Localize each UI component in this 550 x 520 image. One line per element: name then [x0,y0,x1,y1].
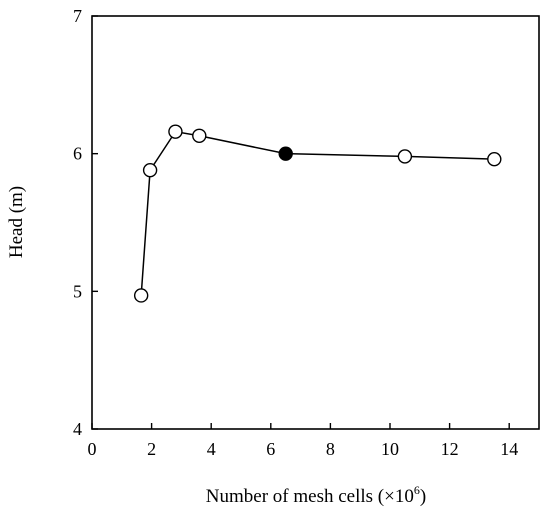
x-tick-label: 6 [266,439,275,459]
x-tick-label: 14 [500,439,518,459]
data-point-selected [278,146,293,161]
series-line [140,130,495,296]
x-axis-title-exponent: 6 [414,483,420,497]
x-tick-label: 12 [441,439,459,459]
x-axis-title-close: ) [420,486,426,507]
series-layer [133,124,502,303]
x-tick-label: 4 [207,439,216,459]
data-point [192,128,207,143]
data-point [142,162,158,178]
x-axis-title: Number of mesh cells (×106) [206,483,426,507]
plot-frame [91,15,540,430]
x-tick-label: 10 [381,439,399,459]
data-point [487,151,502,167]
data-point [397,149,413,164]
data-point [133,288,149,303]
axes: 0 2 4 6 8 10 12 14 4 5 6 7 [73,6,518,459]
x-axis-title-main: Number of mesh cells (×10 [206,486,414,507]
y-tick-label: 6 [73,144,82,164]
x-tick-label: 0 [88,439,97,459]
y-tick-label: 4 [73,419,82,439]
data-point [168,124,183,139]
y-axis-title: Head (m) [6,186,27,258]
x-tick-label: 8 [326,439,335,459]
y-tick-label: 7 [73,6,82,26]
x-tick-label: 2 [147,439,156,459]
y-tick-label: 5 [73,281,82,301]
